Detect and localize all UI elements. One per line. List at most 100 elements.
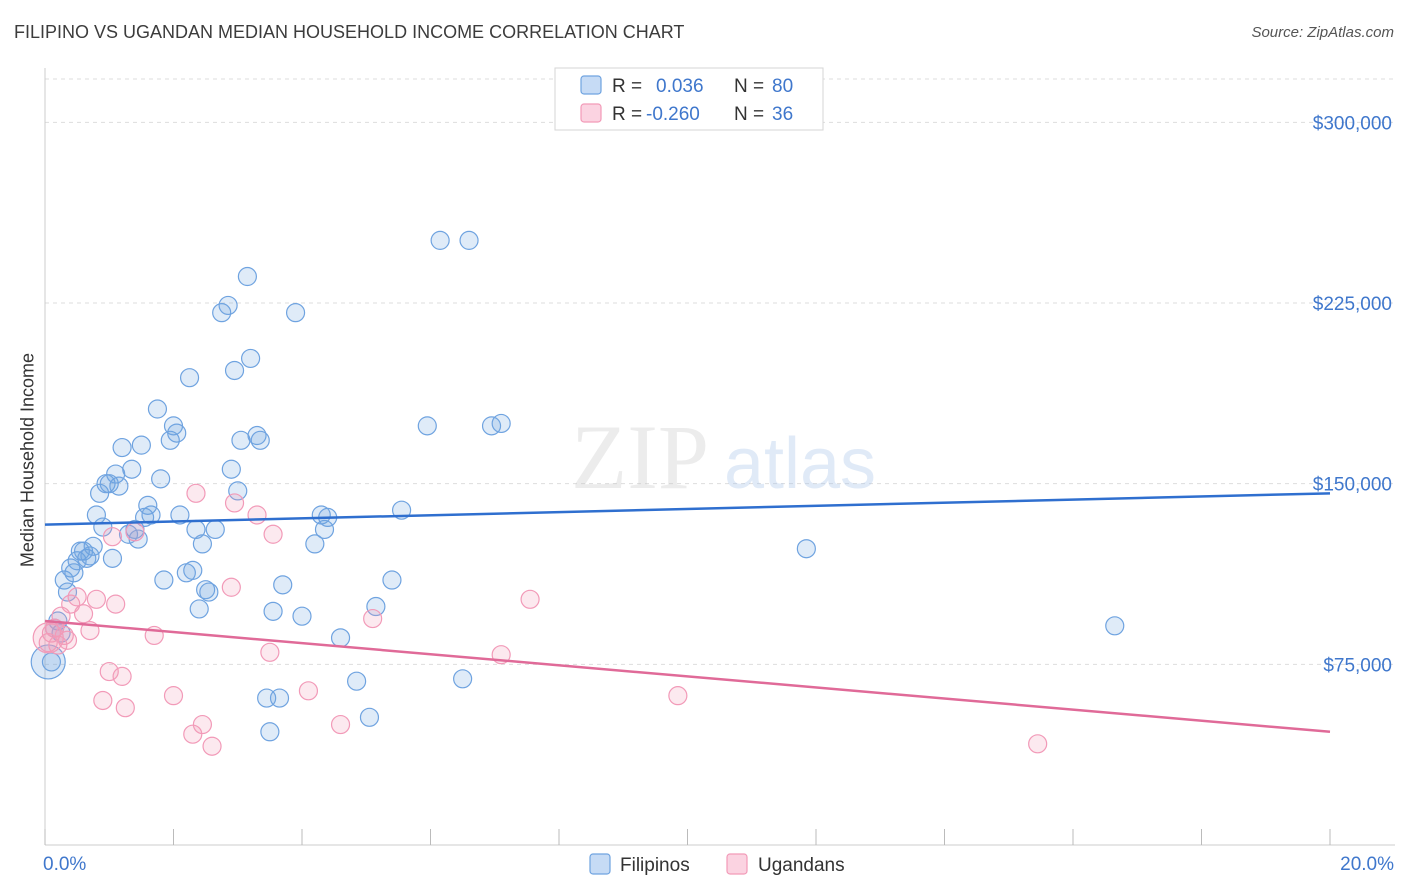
- filipino-point-68: [330, 628, 351, 648]
- filipino-point-22: [112, 437, 132, 458]
- filipinos-points: [30, 230, 1125, 742]
- filipino-point-42: [189, 599, 209, 619]
- ugandan-point-32: [363, 608, 383, 629]
- ugandan-point-22: [186, 483, 206, 503]
- filipino-point-30: [141, 505, 161, 525]
- filipinos-legend-swatch: [580, 75, 602, 95]
- legend-r-value-2: -0.260: [646, 104, 700, 125]
- filipino-point-74: [417, 416, 437, 436]
- legend-r-label-1: R =: [612, 76, 642, 97]
- filipino-point-45: [199, 582, 219, 602]
- y-tick-label-2: $225,000: [1313, 294, 1392, 315]
- watermark: ZIP atlas: [571, 406, 876, 508]
- filipino-point-50: [224, 360, 245, 381]
- legend-r-value-1: 0.036: [656, 76, 704, 97]
- legend-n-label-1: N =: [734, 76, 764, 97]
- ugandan-point-16: [112, 666, 132, 686]
- filipino-point-15: [90, 483, 110, 503]
- filipino-point-49: [221, 459, 241, 479]
- ugandan-point-13: [99, 661, 119, 682]
- ugandan-cluster-point: [32, 622, 64, 654]
- filipino-point-54: [241, 348, 261, 369]
- ugandan-point-18: [125, 522, 145, 542]
- ugandan-point-28: [260, 642, 280, 662]
- filipino-point-52: [231, 430, 251, 450]
- ugandan-point-34: [520, 589, 540, 609]
- filipino-point-27: [131, 435, 151, 455]
- ugandan-point-8: [67, 587, 87, 607]
- ugandan-point-20: [163, 686, 184, 706]
- filipino-point-44: [196, 580, 216, 600]
- filipino-point-34: [160, 430, 180, 450]
- filipino-point-76: [453, 669, 473, 689]
- ugandans-legend-swatch: [580, 103, 602, 123]
- legend-n-value-1: 80: [772, 76, 793, 97]
- filipino-point-24: [122, 459, 142, 479]
- filipino-point-66: [314, 519, 335, 540]
- filipino-point-58: [260, 722, 280, 742]
- filipino-regression-line: [44, 492, 1331, 526]
- ugandan-point-29: [263, 524, 283, 544]
- filipino-point-13: [83, 536, 103, 556]
- filipino-point-63: [292, 606, 312, 626]
- regression-lines: [44, 492, 1331, 734]
- ugandan-point-31: [330, 714, 351, 735]
- legend-swatch-filipinos: [589, 853, 611, 875]
- filipino-point-48: [218, 295, 238, 316]
- filipino-point-51: [228, 481, 248, 501]
- filipino-point-80: [796, 539, 816, 559]
- filipino-point-81: [1105, 616, 1125, 636]
- ugandan-point-12: [93, 690, 113, 711]
- tick-labels: $75,000 $150,000 $225,000 $300,000 0.0% 20.0%: [43, 113, 1394, 875]
- filipino-point-47: [212, 303, 232, 323]
- legend-n-value-2: 36: [772, 104, 793, 125]
- filipino-point-77: [459, 230, 479, 250]
- legend-n-label-2: N =: [734, 104, 764, 125]
- ugandan-point-26: [224, 493, 245, 513]
- ugandan-point-3: [48, 635, 68, 655]
- watermark-zip: ZIP: [571, 406, 709, 508]
- filipino-point-5: [57, 582, 78, 602]
- filipino-point-71: [366, 596, 386, 617]
- ugandans-points: [32, 483, 1048, 756]
- ugandan-point-14: [102, 527, 123, 547]
- filipino-point-36: [167, 423, 187, 443]
- filipino-point-46: [205, 519, 225, 540]
- legend-r-label-2: R =: [612, 104, 642, 125]
- legend-label-ugandans: Ugandans: [758, 855, 845, 876]
- ugandan-point-11: [86, 589, 107, 609]
- filipino-point-72: [382, 570, 402, 590]
- stats-legend: R = 0.036 N = 80 R = -0.260 N = 36: [554, 67, 824, 131]
- y-tick-label-1: $150,000: [1313, 475, 1392, 496]
- filipino-point-61: [273, 575, 293, 595]
- filipino-point-31: [147, 399, 168, 419]
- filipino-point-56: [250, 430, 270, 450]
- filipino-point-39: [179, 368, 200, 388]
- filipino-point-43: [192, 534, 213, 554]
- filipino-point-53: [237, 266, 257, 287]
- y-tick-label-0: $75,000: [1323, 655, 1392, 676]
- ugandan-point-21: [183, 724, 203, 744]
- ugandan-point-36: [1028, 734, 1048, 754]
- filipino-point-7: [64, 563, 84, 583]
- ugandan-point-9: [73, 604, 94, 624]
- filipino-point-11: [77, 548, 97, 568]
- series-legend: Filipinos Ugandans: [589, 853, 845, 876]
- ugandan-regression-line: [44, 619, 1331, 734]
- axes: [44, 68, 1395, 846]
- filipino-point-62: [285, 303, 306, 323]
- filipino-point-60: [269, 688, 290, 708]
- legend-swatch-ugandans: [726, 853, 748, 875]
- x-tick-label-max: 20.0%: [1340, 854, 1394, 875]
- filipino-point-40: [183, 560, 203, 580]
- watermark-atlas: atlas: [724, 424, 876, 504]
- filipino-point-75: [430, 230, 450, 250]
- ugandan-point-15: [106, 594, 126, 614]
- filipino-point-37: [170, 505, 190, 525]
- gridlines: [45, 78, 1395, 665]
- filipino-point-19: [102, 548, 123, 568]
- legend-label-filipinos: Filipinos: [620, 855, 690, 876]
- filipino-point-32: [151, 469, 171, 489]
- y-tick-label-3: $300,000: [1313, 113, 1392, 134]
